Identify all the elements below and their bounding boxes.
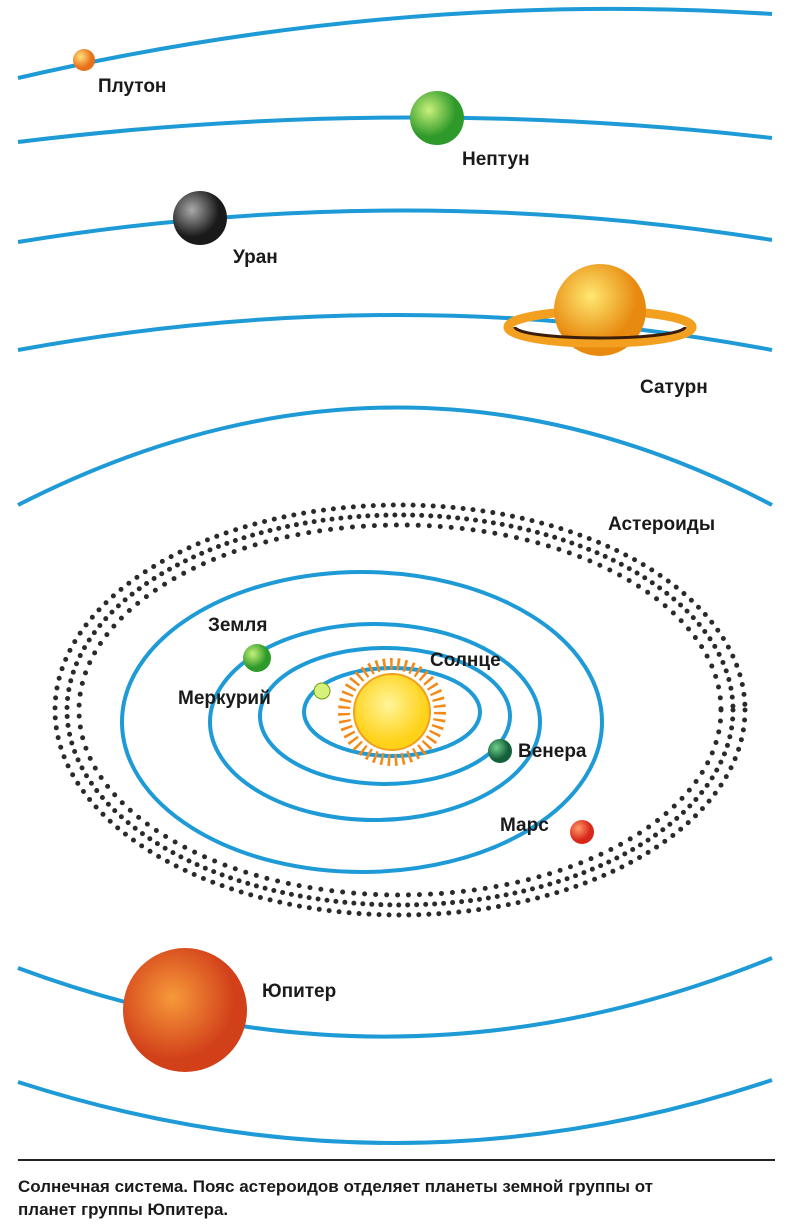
label: Венера xyxy=(518,741,587,762)
saturn xyxy=(508,264,692,356)
sun-disc xyxy=(354,674,430,750)
earth xyxy=(243,644,271,672)
solar-system-diagram: Плутон Нептун Уран Сатурн Астероиды Земл… xyxy=(0,0,791,1225)
orbit xyxy=(18,315,772,350)
jupiter xyxy=(123,948,247,1072)
orbit xyxy=(18,408,772,506)
uranus xyxy=(173,191,227,245)
label: Земля xyxy=(208,615,267,636)
caption: Солнечная система. Пояс астероидов отдел… xyxy=(18,1177,653,1196)
mercury xyxy=(314,683,330,699)
orbit xyxy=(18,9,772,78)
label: Нептун xyxy=(462,149,530,170)
label: Солнце xyxy=(430,650,501,671)
label: Юпитер xyxy=(262,981,336,1002)
neptune xyxy=(410,91,464,145)
venus xyxy=(488,739,512,763)
orbit xyxy=(18,1080,772,1143)
sun xyxy=(344,664,440,760)
orbit xyxy=(18,117,772,142)
mars xyxy=(570,820,594,844)
orbit xyxy=(18,210,772,242)
label: Меркурий xyxy=(178,688,271,709)
pluto xyxy=(73,49,95,71)
label: Плутон xyxy=(98,76,166,97)
label: Уран xyxy=(233,247,278,268)
label: Марс xyxy=(500,815,549,836)
label: Астероиды xyxy=(608,514,715,535)
label: Сатурн xyxy=(640,377,708,398)
caption: планет группы Юпитера. xyxy=(18,1200,228,1219)
